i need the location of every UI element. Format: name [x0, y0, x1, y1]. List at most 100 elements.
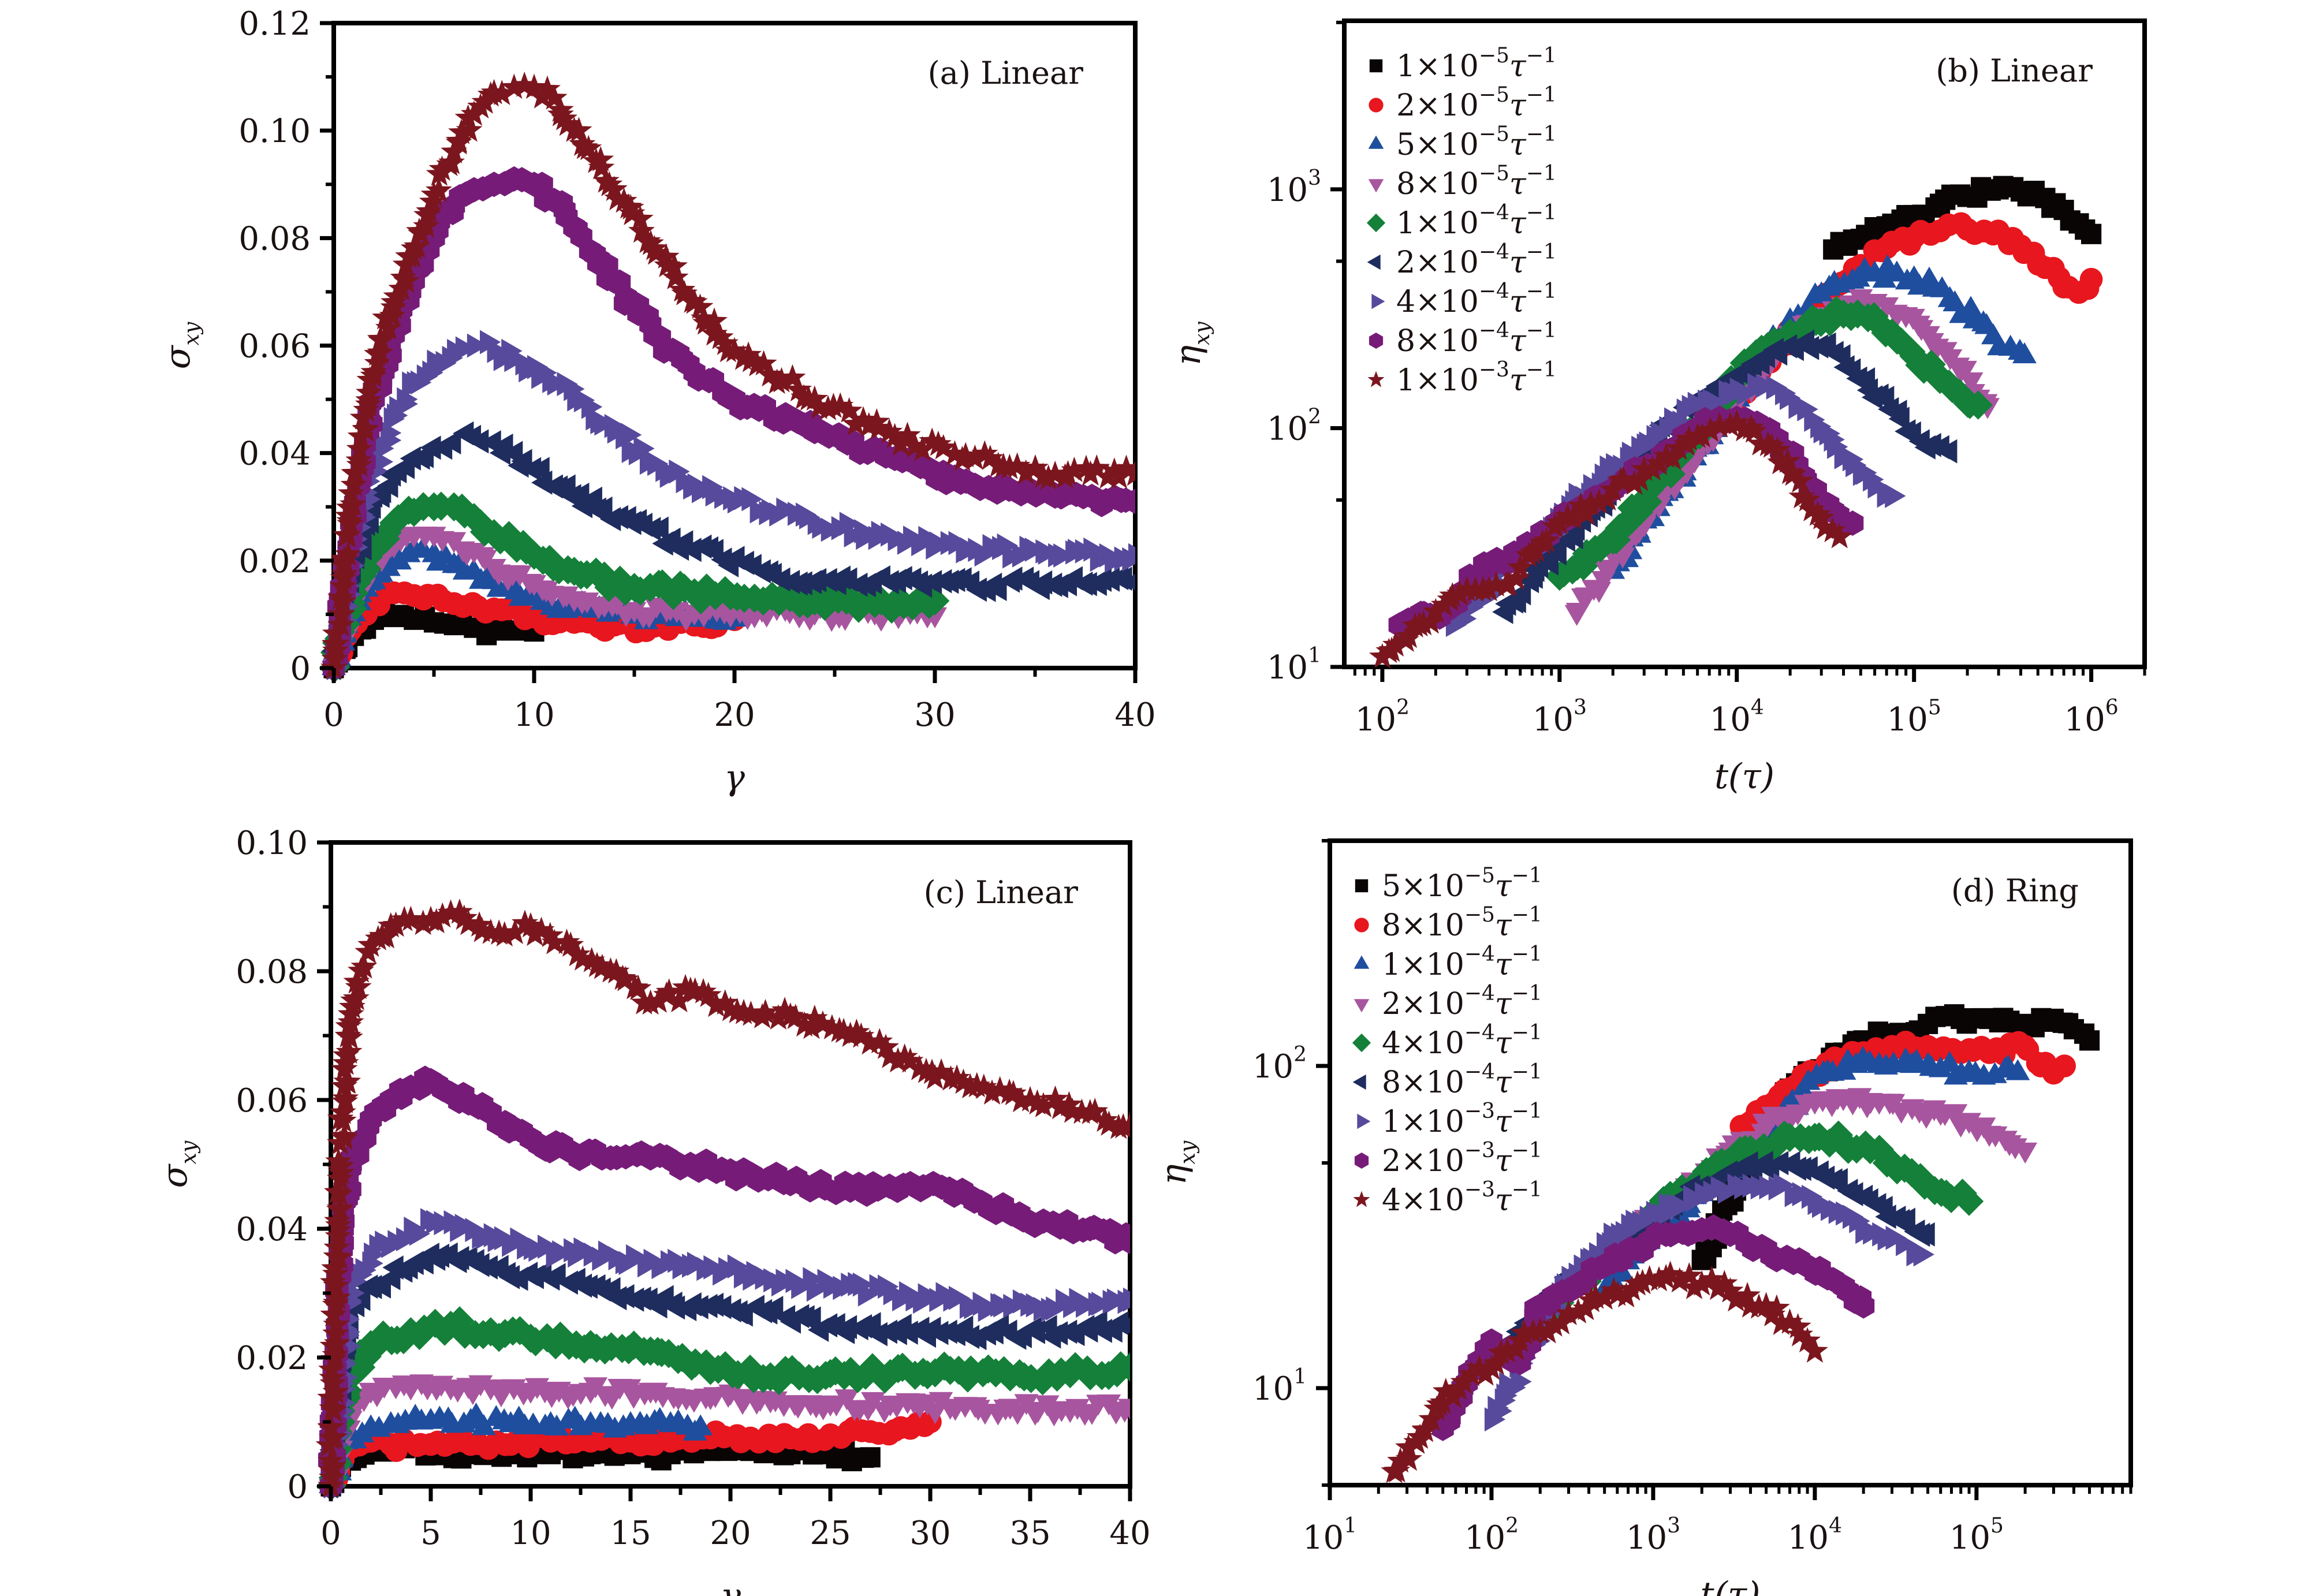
data-point	[1047, 1094, 1074, 1120]
data-point	[1021, 454, 1049, 480]
panel-label: (d) Ring	[1951, 872, 2079, 909]
data-point	[681, 288, 708, 314]
data-point	[318, 1414, 345, 1439]
data-point	[1094, 463, 1121, 489]
data-point	[856, 1029, 883, 1055]
data-point	[333, 521, 360, 547]
data-point	[1076, 1293, 1097, 1318]
data-point	[445, 1306, 475, 1336]
data-point	[1959, 372, 1984, 394]
data-point	[710, 1351, 740, 1381]
data-point	[375, 314, 402, 340]
data-point	[364, 349, 391, 375]
data-point	[1591, 1284, 1618, 1310]
data-point	[1483, 571, 1509, 596]
legend: 5×10−5τ−18×10−5τ−11×10−4τ−12×10−4τ−14×10…	[1352, 864, 1542, 1218]
data-point	[1794, 486, 1821, 512]
data-point	[791, 571, 812, 596]
data-point	[554, 110, 581, 136]
data-point	[1734, 1282, 1761, 1307]
data-point	[428, 155, 456, 181]
data-point	[1760, 1132, 1789, 1161]
y-axis-label: σxy	[155, 1140, 201, 1188]
legend-label: 1×10−4τ−1	[1396, 201, 1557, 241]
data-point	[956, 1355, 986, 1385]
x-tick-label: 25	[810, 1515, 851, 1552]
data-point	[536, 922, 564, 948]
data-point	[986, 577, 1007, 601]
data-point	[342, 985, 370, 1010]
data-point	[1432, 1378, 1459, 1403]
data-point	[1801, 1337, 1828, 1363]
legend-item: 4×10−4τ−1	[1371, 279, 1557, 319]
data-point	[1001, 566, 1023, 591]
data-point	[1982, 1062, 2007, 1083]
data-point	[1723, 409, 1750, 435]
data-point	[1936, 439, 1958, 464]
x-tick-label: 10	[513, 696, 554, 734]
data-point	[1899, 341, 1929, 371]
data-point	[1568, 551, 1598, 581]
data-point	[1656, 459, 1686, 489]
data-point	[1107, 1288, 1128, 1313]
data-point	[703, 991, 730, 1017]
data-point	[687, 1295, 709, 1319]
data-point	[334, 1068, 361, 1094]
data-point	[1600, 476, 1627, 502]
data-point	[565, 117, 592, 143]
data-point	[340, 471, 367, 497]
legend-marker-circle-icon	[1369, 98, 1384, 113]
data-point	[1768, 1310, 1795, 1335]
data-point	[335, 1038, 363, 1064]
data-layer	[1381, 1004, 2100, 1483]
data-point	[621, 423, 642, 447]
data-point	[448, 118, 475, 144]
data-point	[2079, 267, 2103, 291]
data-point	[768, 367, 795, 393]
data-point	[323, 1329, 351, 1355]
data-point	[928, 1058, 955, 1084]
data-point	[1083, 454, 1110, 480]
y-axis: 0 0.02 0.04 0.06 0.08 0.10 0.12	[238, 5, 334, 688]
data-point	[1698, 1266, 1725, 1291]
data-point	[741, 487, 763, 512]
data-point	[1047, 574, 1068, 598]
legend-item: 1×10−4τ−1	[1354, 942, 1542, 982]
data-point	[601, 176, 628, 202]
data-point	[321, 1255, 348, 1280]
data-point	[970, 1073, 997, 1099]
data-point	[356, 379, 382, 405]
panel-label: (b) Linear	[1936, 53, 2093, 89]
data-point	[382, 911, 409, 937]
data-point	[1119, 1229, 1130, 1255]
data-point	[976, 445, 1004, 470]
data-point	[1954, 1187, 1984, 1216]
data-point	[1758, 432, 1785, 458]
x-axis-label: γ	[720, 1576, 741, 1596]
data-point	[327, 584, 355, 610]
data-point	[1115, 1352, 1130, 1382]
y-tick-label: 0.04	[238, 435, 311, 473]
data-point	[626, 1244, 647, 1269]
data-point	[355, 386, 382, 412]
data-point	[1888, 407, 1910, 431]
x-axis: 0 10 20 30 40	[323, 668, 1156, 734]
data-point	[491, 921, 518, 947]
data-point	[1614, 508, 1643, 538]
data-point	[762, 1296, 784, 1321]
data-point	[402, 1251, 424, 1276]
data-point	[771, 997, 799, 1023]
legend-marker-triangle-down-icon	[1368, 179, 1384, 193]
y-tick-label: 101	[1252, 1365, 1307, 1408]
data-point	[1429, 1389, 1456, 1415]
x-tick-label: 104	[1788, 1514, 1842, 1557]
data-point	[1083, 537, 1105, 562]
data-point	[547, 100, 574, 126]
data-point	[545, 1414, 569, 1435]
data-point	[1797, 397, 1818, 422]
data-point	[891, 1043, 918, 1069]
data-point	[627, 205, 654, 231]
data-point	[1073, 454, 1099, 480]
data-point	[340, 491, 367, 516]
legend-label: 5×10−5τ−1	[1396, 122, 1557, 162]
